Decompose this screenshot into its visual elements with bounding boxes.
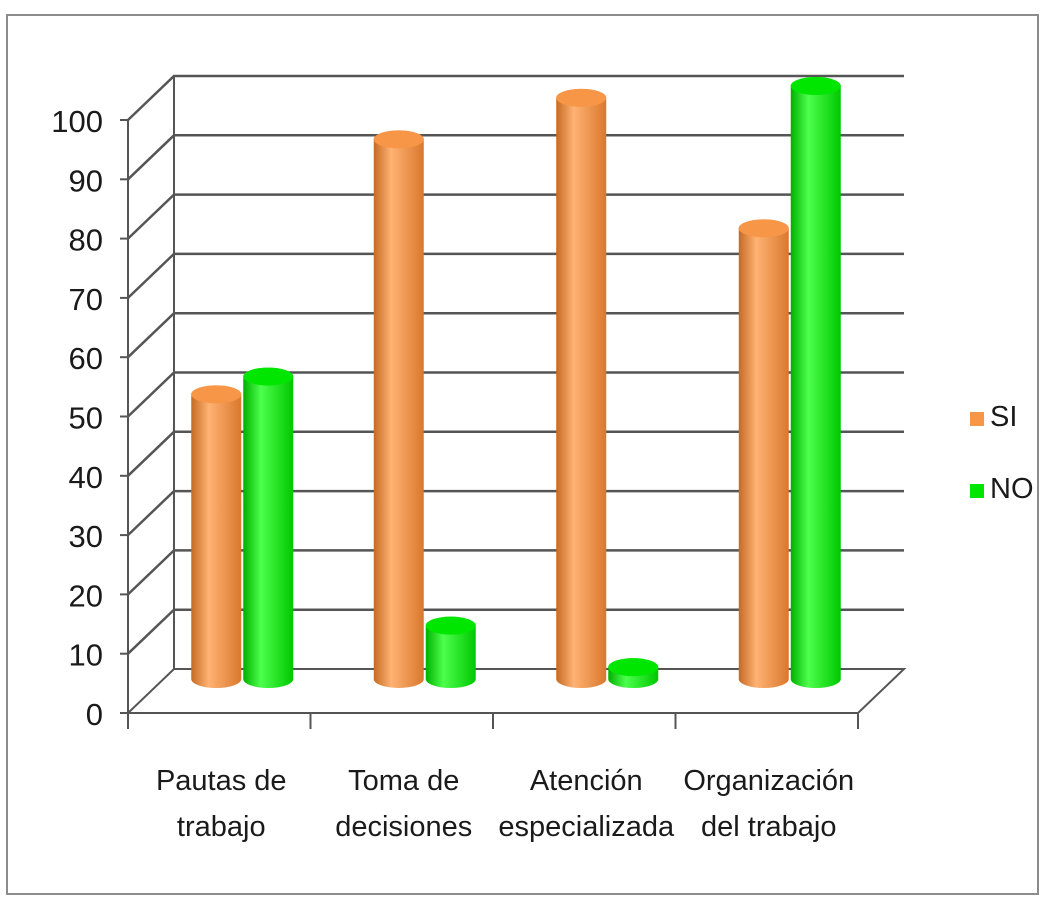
bar-cap-no-0: [243, 367, 294, 386]
chart-frame: [6, 14, 1039, 895]
y-axis-tick-label: 60: [69, 341, 103, 376]
x-axis-category-label: Organización del trabajo: [683, 765, 854, 843]
bar-si-0: [191, 385, 242, 688]
bar-no-0: [243, 367, 294, 688]
bar-no-1: [425, 616, 476, 688]
legend: SI NO: [970, 401, 1034, 505]
bar-cap-no-3: [790, 77, 841, 95]
bar-cap-si-2: [556, 88, 607, 107]
gridline: [127, 74, 904, 121]
legend-label-no: NO: [990, 473, 1034, 505]
bar-si-1: [373, 130, 424, 688]
bar-no-3: [790, 77, 841, 688]
y-axis-tick-labels: 0 10 20 30 40 50 60 70 80 90 100: [51, 104, 103, 732]
y-axis-tick-label: 70: [69, 282, 103, 317]
x-axis-category-label: Atención especializada: [498, 765, 675, 843]
y-axis-tick-label: 20: [69, 578, 103, 613]
y-axis-tick-label: 90: [69, 163, 103, 198]
x-axis-tick-labels: Pautas de trabajo Toma de decisiones Atenció…: [156, 765, 854, 843]
y-axis-tick-label: 40: [69, 460, 103, 495]
y-axis-tick-label: 10: [69, 638, 103, 673]
y-axis-tick-label: 30: [69, 519, 103, 554]
y-axis-tick-label: 0: [86, 697, 103, 732]
legend-swatch-no: [970, 484, 984, 498]
x-axis-category-label: Toma de decisiones: [335, 765, 472, 843]
axes: [120, 76, 859, 729]
bar-cap-si-0: [191, 385, 242, 404]
legend-swatch-si: [970, 412, 984, 426]
x-axis-category-label: Pautas de trabajo: [156, 765, 287, 843]
chart-floor: [125, 668, 907, 714]
y-axis-tick-label: 50: [69, 401, 103, 436]
y-axis-tick-label: 80: [69, 223, 103, 258]
y-axis-tick-label: 100: [51, 104, 103, 139]
gridline: [127, 134, 904, 181]
bar-si-3: [738, 219, 789, 689]
bar-cap-si-3: [738, 219, 789, 238]
bar-cap-si-1: [373, 130, 424, 149]
back-wall: [125, 668, 907, 714]
bar-cap-no-1: [425, 616, 476, 635]
bar-cap-no-2: [608, 658, 659, 677]
bars: [191, 77, 841, 689]
bar-si-2: [556, 88, 607, 689]
legend-label-si: SI: [990, 401, 1017, 433]
